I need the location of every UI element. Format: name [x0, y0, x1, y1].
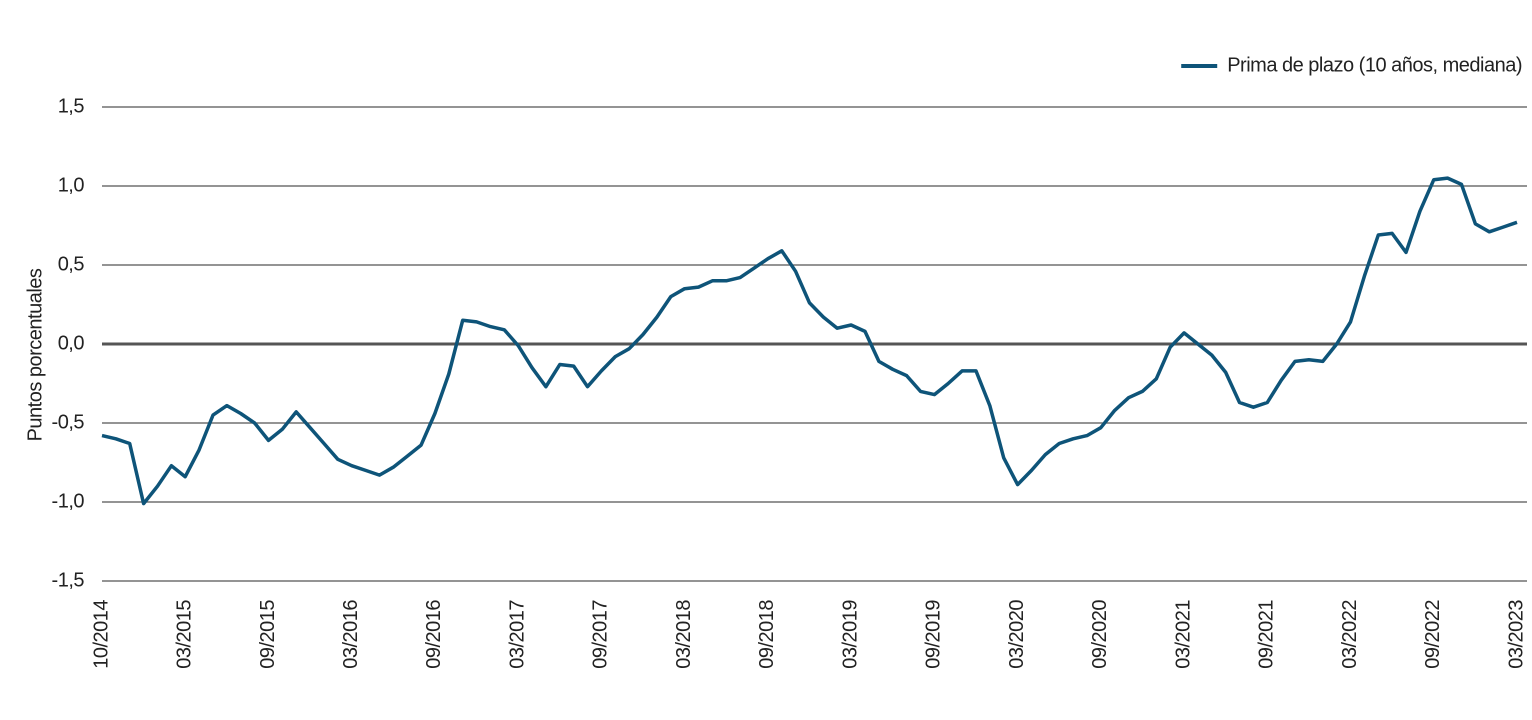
y-axis-label: Puntos porcentuales	[24, 268, 46, 441]
x-tick-label: 03/2019	[839, 600, 861, 669]
x-tick-label: 03/2020	[1006, 600, 1028, 669]
legend-label: Prima de plazo (10 años, mediana)	[1227, 54, 1522, 76]
x-tick-label: 09/2017	[590, 600, 612, 669]
x-tick-label: 09/2016	[423, 600, 445, 669]
y-tick-label: -1,0	[52, 490, 85, 512]
x-tick-label: 09/2020	[1089, 600, 1111, 669]
y-tick-label: 0,5	[58, 253, 85, 275]
x-tick-label: 09/2018	[756, 600, 778, 669]
y-tick-label: -1,5	[52, 569, 85, 591]
x-tick-label: 03/2015	[174, 600, 196, 669]
series-line	[101, 176, 1518, 506]
x-tick-label: 03/2017	[506, 600, 528, 669]
x-tick-label: 09/2019	[923, 600, 945, 669]
x-tick-label: 09/2015	[257, 600, 279, 669]
y-tick-label: -0,5	[52, 411, 85, 433]
x-tick-label: 10/2014	[90, 600, 112, 669]
x-tick-label: 03/2016	[340, 600, 362, 669]
x-tick-label: 03/2023	[1505, 600, 1527, 669]
x-tick-label: 03/2021	[1172, 600, 1194, 669]
y-tick-label: 1,0	[58, 174, 85, 196]
y-tick-label: 0,0	[58, 332, 85, 354]
x-tick-label: 03/2018	[673, 600, 695, 669]
x-tick-label: 09/2021	[1256, 600, 1278, 669]
x-tick-label: 09/2022	[1422, 600, 1444, 669]
x-tick-label: 03/2022	[1339, 600, 1361, 669]
y-tick-label: 1,5	[58, 95, 85, 117]
